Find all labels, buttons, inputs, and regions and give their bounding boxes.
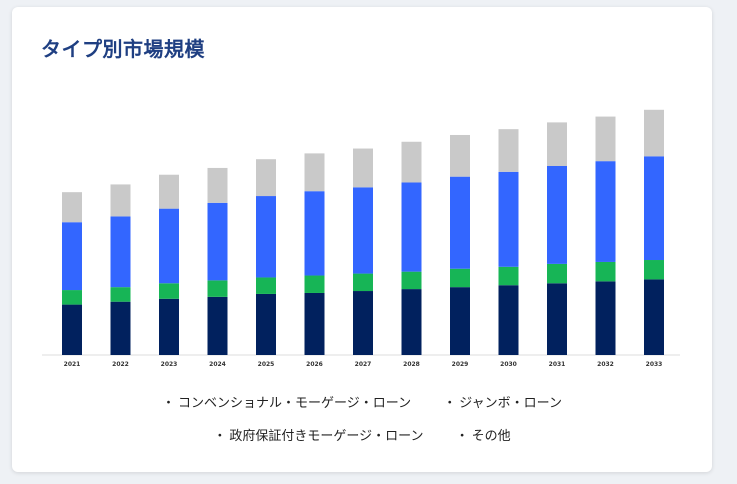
x-tick-label: 2025 xyxy=(258,361,275,368)
bars-group xyxy=(62,109,664,355)
bar-other-2031 xyxy=(547,122,567,166)
bar-government-2031 xyxy=(547,166,567,264)
bar-other-2024 xyxy=(207,167,228,203)
bar-jumbo-2029 xyxy=(450,268,470,288)
x-tick-label: 2028 xyxy=(403,361,420,368)
bar-other-2028 xyxy=(401,141,422,183)
bar-government-2022 xyxy=(110,216,131,288)
bar-government-2030 xyxy=(498,171,519,267)
legend-item-jumbo: ・ジャンボ・ローン xyxy=(443,396,562,411)
bar-conventional-2028 xyxy=(401,289,422,355)
bar-jumbo-2026 xyxy=(304,275,325,293)
bar-government-2027 xyxy=(353,187,373,274)
bar-jumbo-2025 xyxy=(256,277,276,294)
x-tick-label: 2027 xyxy=(355,361,372,368)
x-tick-label: 2021 xyxy=(64,361,81,368)
bar-other-2029 xyxy=(450,134,470,177)
legend-item-other: ・その他 xyxy=(455,429,511,444)
bar-conventional-2031 xyxy=(547,283,567,355)
bar-other-2030 xyxy=(498,129,519,172)
bar-jumbo-2031 xyxy=(547,263,567,284)
bar-jumbo-2023 xyxy=(159,283,179,299)
bar-conventional-2023 xyxy=(159,298,179,355)
bar-government-2021 xyxy=(62,222,82,291)
legend-item-conventional: ・コンベンショナル・モーゲージ・ローン xyxy=(162,396,412,411)
bar-other-2021 xyxy=(62,192,82,223)
x-tick-label: 2031 xyxy=(549,361,566,368)
bar-jumbo-2021 xyxy=(62,290,82,305)
bar-jumbo-2032 xyxy=(595,261,616,282)
bar-conventional-2032 xyxy=(595,281,616,355)
bar-government-2029 xyxy=(450,176,470,269)
bar-jumbo-2030 xyxy=(498,266,519,286)
x-tick-label: 2022 xyxy=(112,361,129,368)
bar-jumbo-2024 xyxy=(207,280,228,297)
bar-government-2028 xyxy=(401,182,422,272)
bar-conventional-2026 xyxy=(304,292,325,355)
bar-jumbo-2027 xyxy=(353,273,373,292)
bar-government-2024 xyxy=(207,202,228,281)
stacked-bar-chart: 2021 2022 2023 2024 2025 2026 2027 2028 2029 2030… xyxy=(42,109,680,368)
bar-jumbo-2028 xyxy=(401,271,422,290)
bar-government-2025 xyxy=(256,196,276,278)
x-tick-label: 2033 xyxy=(646,361,663,368)
bar-other-2033 xyxy=(644,109,664,157)
bar-other-2022 xyxy=(110,184,131,217)
bar-government-2023 xyxy=(159,208,179,284)
bar-conventional-2024 xyxy=(207,296,228,355)
bar-conventional-2030 xyxy=(498,285,519,355)
bar-jumbo-2033 xyxy=(644,260,664,280)
bar-other-2023 xyxy=(159,174,179,209)
x-tick-labels: 2021 2022 2023 2024 2025 2026 2027 2028 2029 2030… xyxy=(64,361,663,368)
bar-conventional-2033 xyxy=(644,279,664,355)
bar-other-2027 xyxy=(353,148,373,188)
x-tick-label: 2024 xyxy=(209,361,226,368)
bar-government-2026 xyxy=(304,191,325,276)
x-tick-label: 2026 xyxy=(306,361,323,368)
bar-government-2033 xyxy=(644,156,664,261)
bar-other-2032 xyxy=(595,116,616,162)
chart-card: タイプ別市場規模 2021 2022 2023 2024 2025 2026 2027 202… xyxy=(12,7,712,472)
chart-title: タイプ別市場規模 xyxy=(41,37,205,61)
bar-other-2026 xyxy=(304,153,325,192)
bar-conventional-2022 xyxy=(110,301,131,355)
x-tick-label: 2029 xyxy=(452,361,469,368)
bar-government-2032 xyxy=(595,161,616,262)
x-tick-label: 2032 xyxy=(597,361,614,368)
bar-jumbo-2022 xyxy=(110,287,131,302)
bar-conventional-2025 xyxy=(256,293,276,355)
legend-item-government: ・政府保証付きモーゲージ・ローン xyxy=(213,429,424,444)
x-tick-label: 2023 xyxy=(161,361,178,368)
x-tick-label: 2030 xyxy=(500,361,517,368)
legend: ・コンベンショナル・モーゲージ・ローン ・ジャンボ・ローン ・政府保証付きモーゲ… xyxy=(32,387,692,453)
bar-other-2025 xyxy=(256,159,276,197)
bar-conventional-2029 xyxy=(450,287,470,355)
bar-conventional-2021 xyxy=(62,304,82,355)
bar-conventional-2027 xyxy=(353,291,373,355)
